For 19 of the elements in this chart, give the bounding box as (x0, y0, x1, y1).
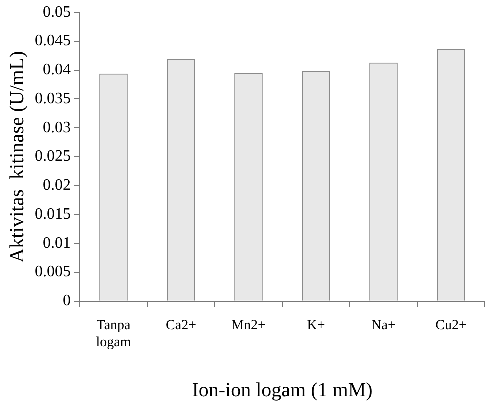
x-tick-label: Ca2+ (166, 318, 197, 334)
x-tick-label: Na+ (372, 318, 396, 334)
y-tick-label: 0 (63, 292, 71, 310)
x-tick-label: Cu2+ (436, 318, 467, 334)
y-tick-label: 0.03 (43, 119, 71, 136)
x-tick-label: K+ (307, 318, 326, 334)
y-tick-label: 0.045 (35, 32, 71, 50)
y-tick-label: 0.015 (35, 206, 71, 223)
y-tick-label: 0.02 (43, 177, 71, 194)
y-axis-title: Aktivitas kitinase (U/mL) (6, 51, 28, 263)
x-tick-label: Tanpa logam (96, 318, 132, 350)
y-tick-label: 0.025 (35, 148, 71, 166)
y-tick-label: 0.01 (43, 234, 71, 252)
x-tick-label: Mn2+ (232, 318, 266, 334)
y-tick-label: 0.04 (43, 62, 71, 79)
x-axis-title: Ion-ion logam (1 mM) (192, 379, 373, 402)
y-tick-label: 0.005 (35, 264, 71, 281)
y-tick-label: 0.035 (35, 90, 71, 108)
y-tick-label: 0.05 (43, 4, 71, 21)
